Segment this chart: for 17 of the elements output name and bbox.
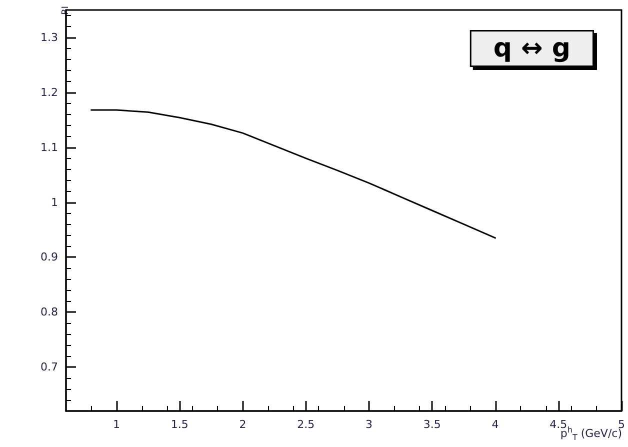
y-tick-label: 1.2 <box>40 86 58 99</box>
line-series <box>90 109 496 239</box>
x-tick-label: 1 <box>113 418 120 431</box>
y-tick-label: 0.9 <box>40 250 58 264</box>
x-tick-label: 2.5 <box>297 418 315 431</box>
x-tick-label: 5 <box>618 418 625 431</box>
x-tick-label: 3 <box>366 418 372 431</box>
y-tick-label: 1.3 <box>40 30 58 44</box>
y-tick-label: 0.8 <box>40 306 58 319</box>
x-tick-label: 2 <box>239 418 246 431</box>
x-tick-label: 4 <box>492 418 499 431</box>
annotation: q ↔ g <box>493 34 571 64</box>
x-tick-label: 3.5 <box>423 418 441 431</box>
x-tick-label: 1.5 <box>170 418 188 431</box>
y-tick-label: 1 <box>51 196 58 209</box>
y-tick-label: 1.1 <box>40 140 58 154</box>
y-tick-label: 0.7 <box>40 360 58 374</box>
